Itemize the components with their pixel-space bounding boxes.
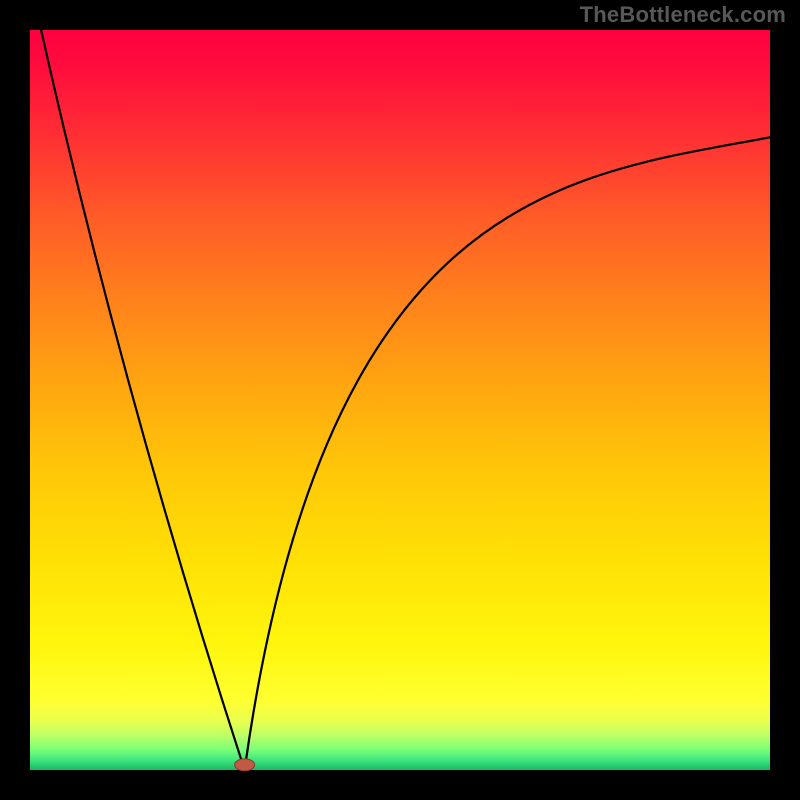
- minimum-marker: [235, 759, 255, 771]
- watermark-text: TheBottleneck.com: [580, 2, 786, 28]
- bottleneck-curve-chart: [0, 0, 800, 800]
- chart-container: TheBottleneck.com: [0, 0, 800, 800]
- plot-background: [30, 30, 770, 770]
